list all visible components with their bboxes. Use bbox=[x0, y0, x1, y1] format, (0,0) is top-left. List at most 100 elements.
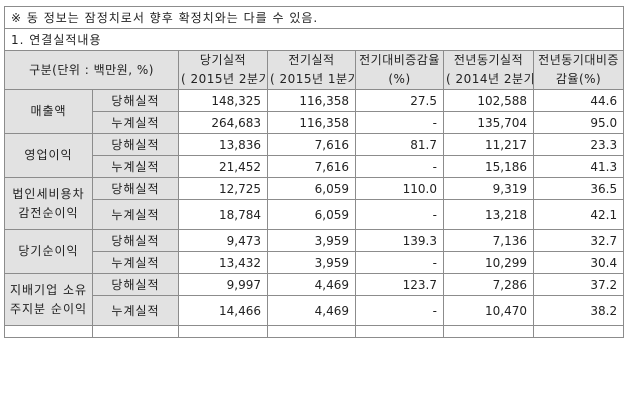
qoq-change-value: 27.5 bbox=[355, 89, 444, 112]
yoy-change-value: 41.3 bbox=[532, 155, 625, 178]
empty-cell bbox=[178, 325, 268, 338]
qoq-change-value: - bbox=[355, 199, 444, 230]
current-value: 9,473 bbox=[178, 229, 268, 252]
table-row: 누계실적 21,452 7,616-15,186 41.3 bbox=[5, 155, 625, 178]
metric-group-label: 매출액 bbox=[4, 89, 93, 134]
yoy-value: 11,217 bbox=[443, 133, 534, 156]
header-category: 구분(단위 : 백만원, %) bbox=[4, 50, 179, 90]
qoq-change-value: 123.7 bbox=[355, 273, 444, 296]
table-row: 누계실적 18,784 6,059-13,218 42.1 bbox=[5, 199, 625, 230]
current-value: 148,325 bbox=[178, 89, 268, 112]
header-previous: 전기실적 ( 2015년 1분기 ) bbox=[267, 50, 356, 90]
current-value: 13,432 bbox=[178, 251, 268, 274]
current-value: 18,784 bbox=[178, 199, 268, 230]
yoy-change-value: 23.3 bbox=[532, 133, 625, 156]
yoy-change-value: 44.6 bbox=[532, 89, 625, 112]
yoy-change-value: 30.4 bbox=[532, 251, 625, 274]
current-value: 13,836 bbox=[178, 133, 268, 156]
empty-cell bbox=[4, 325, 93, 338]
previous-value: 3,959 bbox=[267, 251, 356, 274]
notice-text: ※ 동 정보는 잠정치로서 향후 확정치와는 다를 수 있음. bbox=[3, 6, 625, 29]
table-row bbox=[4, 325, 625, 338]
row-type-label: 당해실적 bbox=[92, 229, 179, 252]
qoq-change-value: 81.7 bbox=[355, 133, 444, 156]
previous-value: 6,059 bbox=[267, 177, 356, 200]
empty-cell bbox=[92, 325, 179, 338]
table-row: 지배기업 소유주지분 순이익 당해실적 9,997 4,469 123.7 7,286 37… bbox=[4, 273, 625, 326]
row-type-label: 누계실적 bbox=[92, 199, 179, 230]
yoy-value: 7,136 bbox=[443, 229, 534, 252]
yoy-value: 135,704 bbox=[443, 111, 534, 134]
current-value: 9,997 bbox=[178, 273, 268, 296]
current-value: 21,452 bbox=[178, 155, 268, 178]
table-row: 당기순이익 당해실적 9,473 3,959 139.3 7,136 32.7 bbox=[4, 229, 625, 274]
previous-value: 116,358 bbox=[267, 111, 356, 134]
current-value: 14,466 bbox=[178, 295, 268, 326]
qoq-change-value: - bbox=[355, 251, 444, 274]
yoy-change-value: 38.2 bbox=[532, 295, 625, 326]
qoq-change-value: - bbox=[355, 111, 444, 134]
yoy-value: 13,218 bbox=[443, 199, 534, 230]
previous-value: 6,059 bbox=[267, 199, 356, 230]
table-row: 누계실적 13,432 3,959-10,299 30.4 bbox=[5, 251, 625, 274]
yoy-value: 10,470 bbox=[443, 295, 534, 326]
qoq-change-value: 139.3 bbox=[355, 229, 444, 252]
metric-group-label: 법인세비용차감전순이익 bbox=[4, 177, 93, 230]
row-type-label: 누계실적 bbox=[92, 155, 179, 178]
row-type-label: 당해실적 bbox=[92, 89, 179, 112]
row-type-label: 당해실적 bbox=[92, 133, 179, 156]
yoy-value: 15,186 bbox=[443, 155, 534, 178]
yoy-value: 102,588 bbox=[443, 89, 534, 112]
qoq-change-value: - bbox=[355, 295, 444, 326]
table-row: 법인세비용차감전순이익 당해실적 12,725 6,059 110.0 9,319 36.5 bbox=[4, 177, 625, 230]
header-yoy-period: ( 2014년 2분기 ) bbox=[446, 72, 534, 86]
header-current-period: ( 2015년 2분기 ) bbox=[181, 72, 268, 86]
empty-cell bbox=[267, 325, 356, 338]
yoy-change-value: 37.2 bbox=[532, 273, 625, 296]
row-type-label: 누계실적 bbox=[92, 251, 179, 274]
previous-value: 3,959 bbox=[267, 229, 356, 252]
header-previous-period: ( 2015년 1분기 ) bbox=[270, 72, 355, 86]
previous-value: 116,358 bbox=[267, 89, 356, 112]
earnings-table: ※ 동 정보는 잠정치로서 향후 확정치와는 다를 수 있음. 1. 연결실적내… bbox=[3, 6, 625, 338]
header-qoq-change: 전기대비증감율(%) bbox=[355, 50, 444, 90]
header-current-label: 당기실적 bbox=[199, 53, 247, 67]
table-body: 매출액 당해실적 148,325 116,358 27.5 102,588 44.6 누계실적… bbox=[4, 89, 625, 338]
header-yoy-change: 전년동기대비증감율(%) bbox=[532, 50, 625, 90]
metric-group-label: 지배기업 소유주지분 순이익 bbox=[4, 273, 93, 326]
header-current: 당기실적 ( 2015년 2분기 ) bbox=[178, 50, 268, 90]
qoq-change-value: - bbox=[355, 155, 444, 178]
row-type-label: 당해실적 bbox=[92, 177, 179, 200]
header-previous-label: 전기실적 bbox=[288, 53, 335, 67]
previous-value: 7,616 bbox=[267, 133, 356, 156]
table-row: 누계실적 14,466 4,469-10,470 38.2 bbox=[5, 295, 625, 326]
notice-row: ※ 동 정보는 잠정치로서 향후 확정치와는 다를 수 있음. bbox=[3, 6, 625, 29]
row-type-label: 누계실적 bbox=[92, 111, 179, 134]
table-row: 영업이익 당해실적 13,836 7,616 81.7 11,217 23.3 bbox=[4, 133, 625, 178]
yoy-value: 9,319 bbox=[443, 177, 534, 200]
section-row: 1. 연결실적내용 bbox=[3, 28, 625, 51]
metric-group-label: 당기순이익 bbox=[4, 229, 93, 274]
yoy-change-value: 32.7 bbox=[532, 229, 625, 252]
empty-cell bbox=[443, 325, 534, 338]
empty-cell bbox=[532, 325, 625, 338]
yoy-value: 7,286 bbox=[443, 273, 534, 296]
header-yoy: 전년동기실적 ( 2014년 2분기 ) bbox=[443, 50, 534, 90]
yoy-change-value: 42.1 bbox=[532, 199, 625, 230]
row-type-label: 누계실적 bbox=[92, 295, 179, 326]
current-value: 12,725 bbox=[178, 177, 268, 200]
row-type-label: 당해실적 bbox=[92, 273, 179, 296]
empty-cell bbox=[355, 325, 444, 338]
table-row: 누계실적 264,683 116,358-135,704 95.0 bbox=[5, 111, 625, 134]
metric-group-label: 영업이익 bbox=[4, 133, 93, 178]
qoq-change-value: 110.0 bbox=[355, 177, 444, 200]
previous-value: 7,616 bbox=[267, 155, 356, 178]
yoy-change-value: 95.0 bbox=[532, 111, 625, 134]
table-row: 매출액 당해실적 148,325 116,358 27.5 102,588 44.6 bbox=[4, 89, 625, 134]
yoy-change-value: 36.5 bbox=[532, 177, 625, 200]
yoy-value: 10,299 bbox=[443, 251, 534, 274]
section-title: 1. 연결실적내용 bbox=[3, 28, 625, 51]
previous-value: 4,469 bbox=[267, 295, 356, 326]
header-yoy-label: 전년동기실적 bbox=[453, 53, 524, 67]
